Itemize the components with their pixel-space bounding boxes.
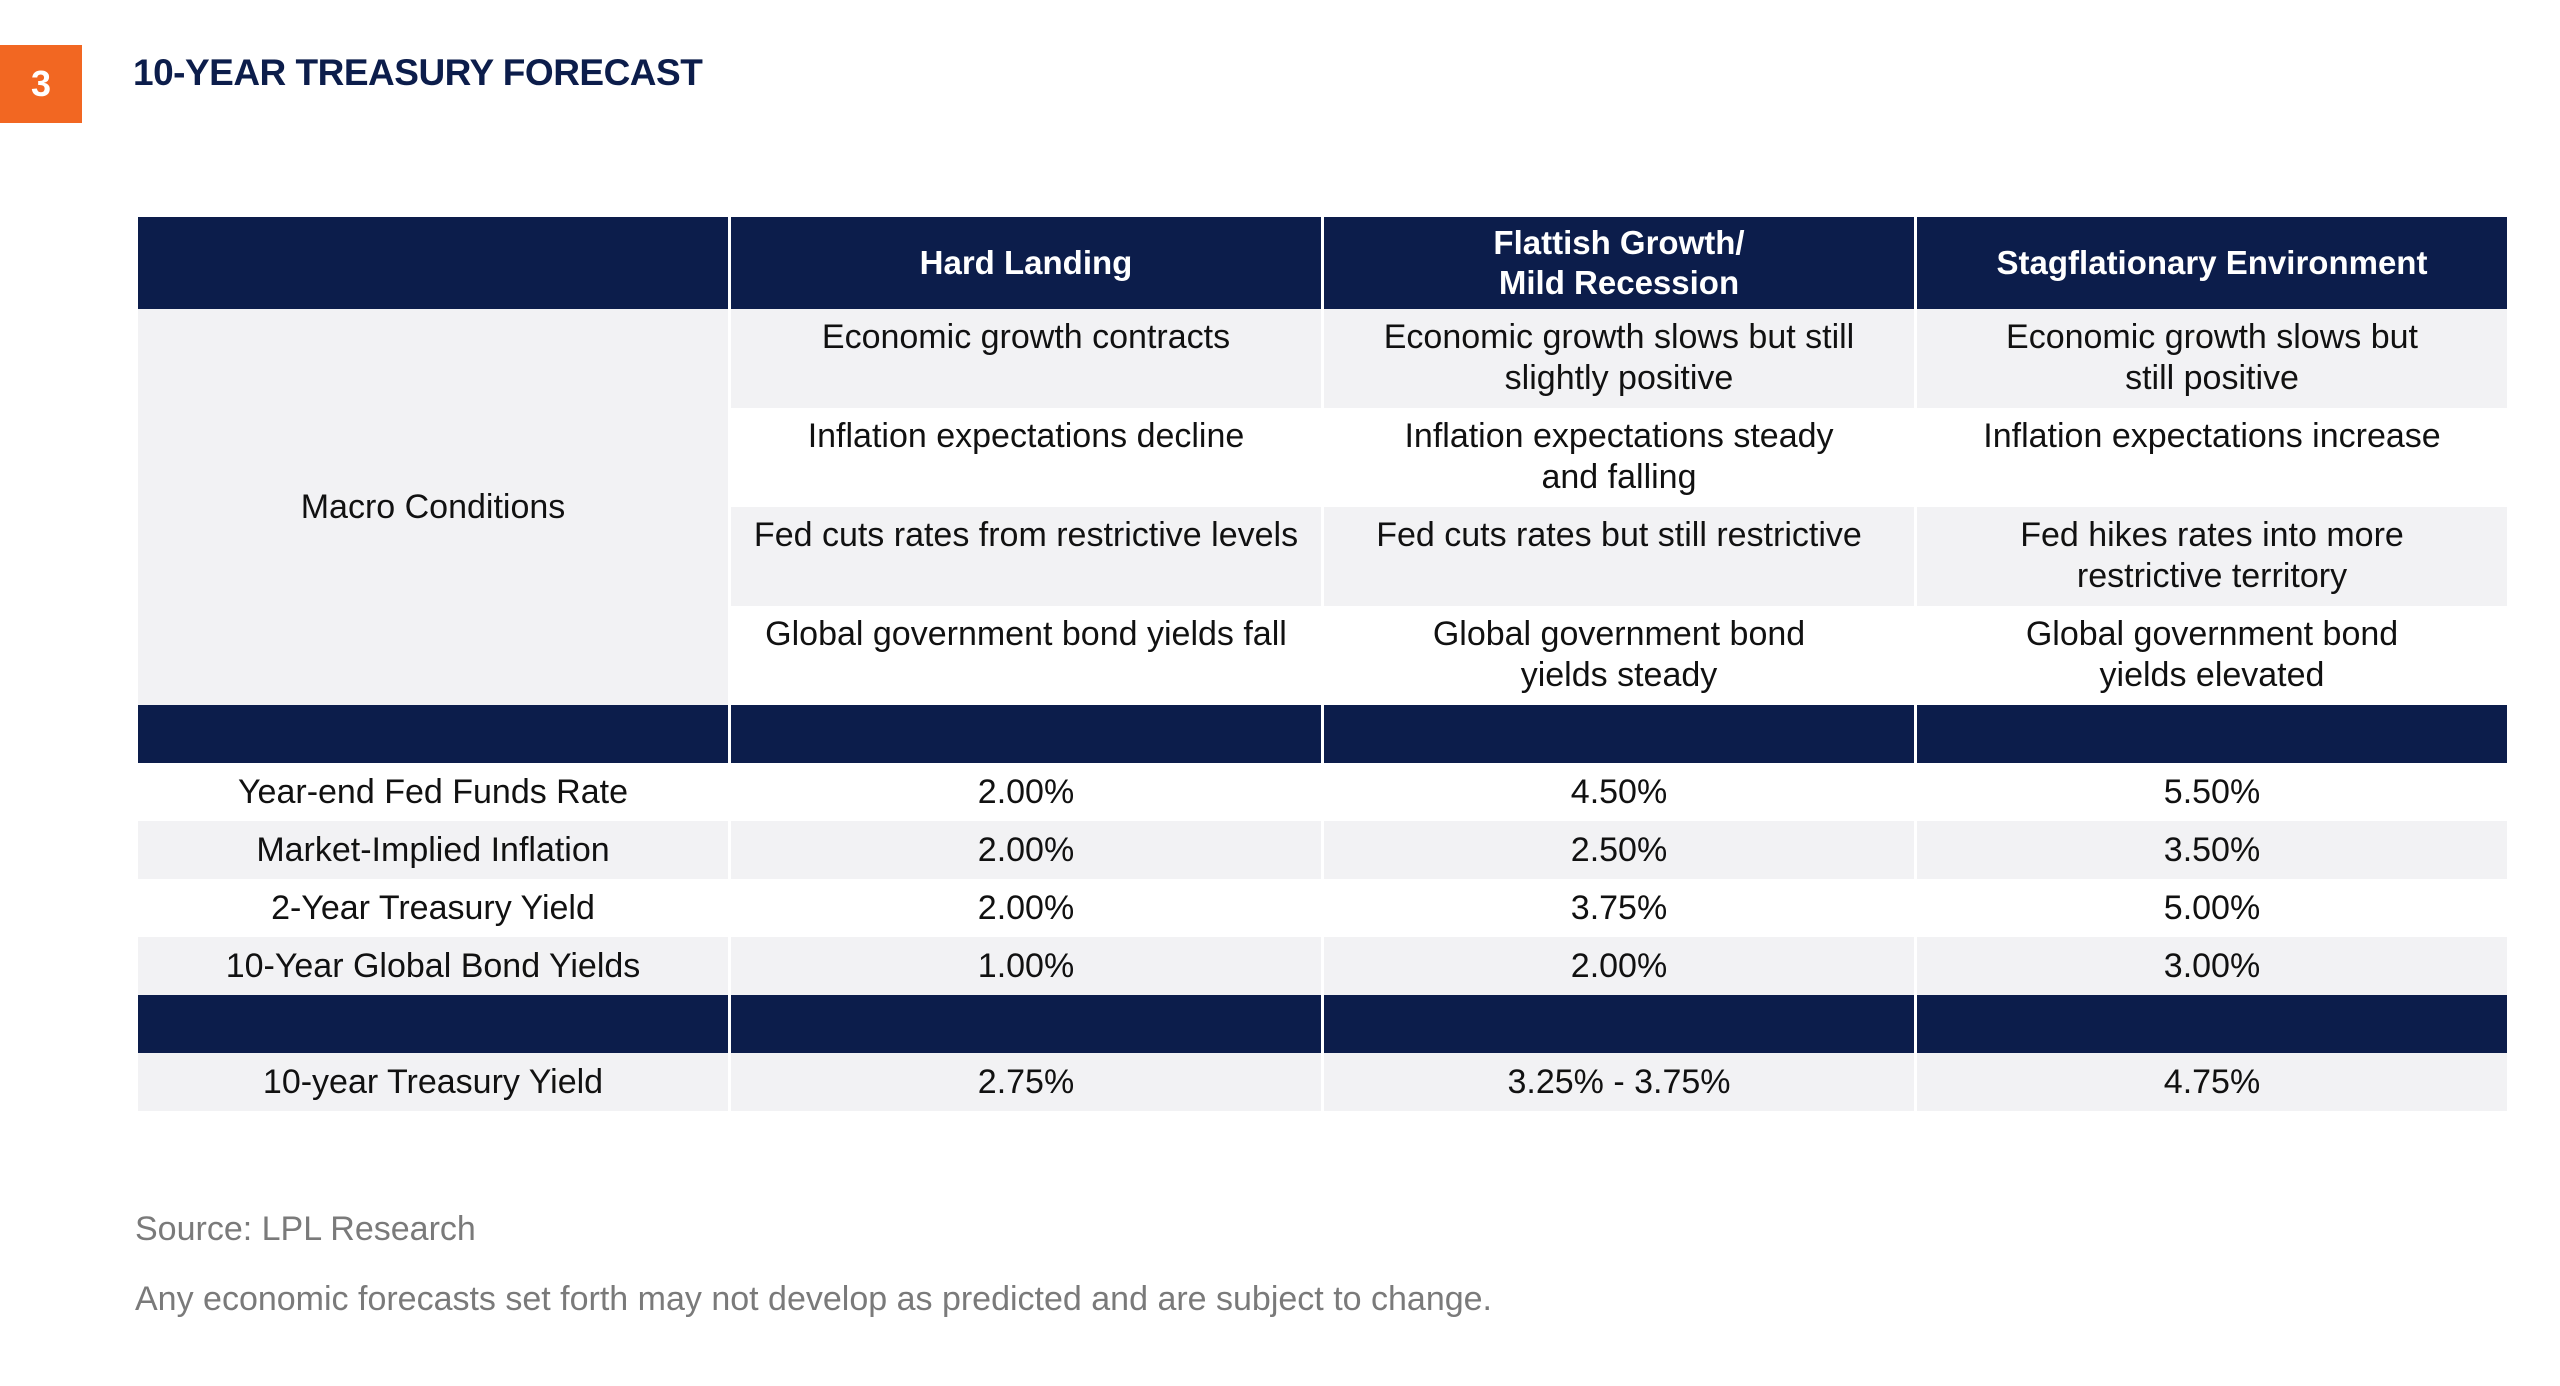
value-cell: 1.00% [731, 937, 1321, 995]
value-cell: 5.50% [1917, 763, 2507, 821]
header-hard-landing: Hard Landing [731, 217, 1321, 309]
separator-cell [1324, 995, 1914, 1053]
value-cell: 4.75% [1917, 1053, 2507, 1111]
row-label: Market-Implied Inflation [138, 821, 728, 879]
macro-cell: Economic growth slows but still positive [1917, 309, 2507, 408]
macro-cell: Global government bond yields elevated [1917, 606, 2507, 705]
value-cell: 3.25% - 3.75% [1324, 1053, 1914, 1111]
macro-cell: Inflation expectations increase [1917, 408, 2507, 507]
macro-cell: Global government bond yields fall [731, 606, 1321, 705]
separator-row [138, 995, 2507, 1053]
macro-cell: Fed cuts rates but still restrictive [1324, 507, 1914, 606]
value-cell: 2.75% [731, 1053, 1321, 1111]
macro-row: Global government bond yields fall Globa… [138, 606, 2507, 705]
value-cell: 3.00% [1917, 937, 2507, 995]
value-cell: 2.00% [1324, 937, 1914, 995]
macro-conditions-label: Macro Conditions [138, 309, 728, 705]
value-cell: 4.50% [1324, 763, 1914, 821]
separator-cell [138, 995, 728, 1053]
row-label: 10-year Treasury Yield [138, 1053, 728, 1111]
row-label: 2-Year Treasury Yield [138, 879, 728, 937]
source-note: Source: LPL Research [135, 1210, 476, 1248]
assumption-row: 2-Year Treasury Yield 2.00% 3.75% 5.00% [138, 879, 2507, 937]
separator-cell [731, 995, 1321, 1053]
macro-cell: Inflation expectations decline [731, 408, 1321, 507]
value-cell: 5.00% [1917, 879, 2507, 937]
macro-cell: Fed hikes rates into more restrictive te… [1917, 507, 2507, 606]
value-cell: 2.00% [731, 763, 1321, 821]
row-label: Year-end Fed Funds Rate [138, 763, 728, 821]
value-cell: 3.50% [1917, 821, 2507, 879]
assumption-row: Market-Implied Inflation 2.00% 2.50% 3.5… [138, 821, 2507, 879]
header-row: Hard Landing Flattish Growth/ Mild Reces… [138, 217, 2507, 309]
macro-cell: Global government bond yields steady [1324, 606, 1914, 705]
separator-cell [1917, 995, 2507, 1053]
separator-cell [1324, 705, 1914, 763]
row-label: 10-Year Global Bond Yields [138, 937, 728, 995]
value-cell: 3.75% [1324, 879, 1914, 937]
separator-cell [731, 705, 1321, 763]
macro-cell: Fed cuts rates from restrictive levels [731, 507, 1321, 606]
macro-cell: Economic growth slows but still slightly… [1324, 309, 1914, 408]
macro-row: Fed cuts rates from restrictive levels F… [138, 507, 2507, 606]
value-cell: 2.50% [1324, 821, 1914, 879]
assumption-row: 10-Year Global Bond Yields 1.00% 2.00% 3… [138, 937, 2507, 995]
macro-cell: Economic growth contracts [731, 309, 1321, 408]
macro-cell: Inflation expectations steady and fallin… [1324, 408, 1914, 507]
separator-cell [138, 705, 728, 763]
page-title: 10-YEAR TREASURY FORECAST [133, 52, 703, 93]
header-stagflationary: Stagflationary Environment [1917, 217, 2507, 309]
disclaimer-note: Any economic forecasts set forth may not… [135, 1280, 1492, 1318]
result-row: 10-year Treasury Yield 2.75% 3.25% - 3.7… [138, 1053, 2507, 1111]
separator-cell [1917, 705, 2507, 763]
macro-row: Inflation expectations decline Inflation… [138, 408, 2507, 507]
header-flattish-growth: Flattish Growth/ Mild Recession [1324, 217, 1914, 309]
assumption-row: Year-end Fed Funds Rate 2.00% 4.50% 5.50… [138, 763, 2507, 821]
header-cell-blank [138, 217, 728, 309]
macro-row: Macro Conditions Economic growth contrac… [138, 309, 2507, 705]
forecast-table: Hard Landing Flattish Growth/ Mild Reces… [135, 217, 2510, 1111]
slide-number-badge: 3 [0, 45, 82, 123]
separator-row [138, 705, 2507, 763]
value-cell: 2.00% [731, 879, 1321, 937]
value-cell: 2.00% [731, 821, 1321, 879]
